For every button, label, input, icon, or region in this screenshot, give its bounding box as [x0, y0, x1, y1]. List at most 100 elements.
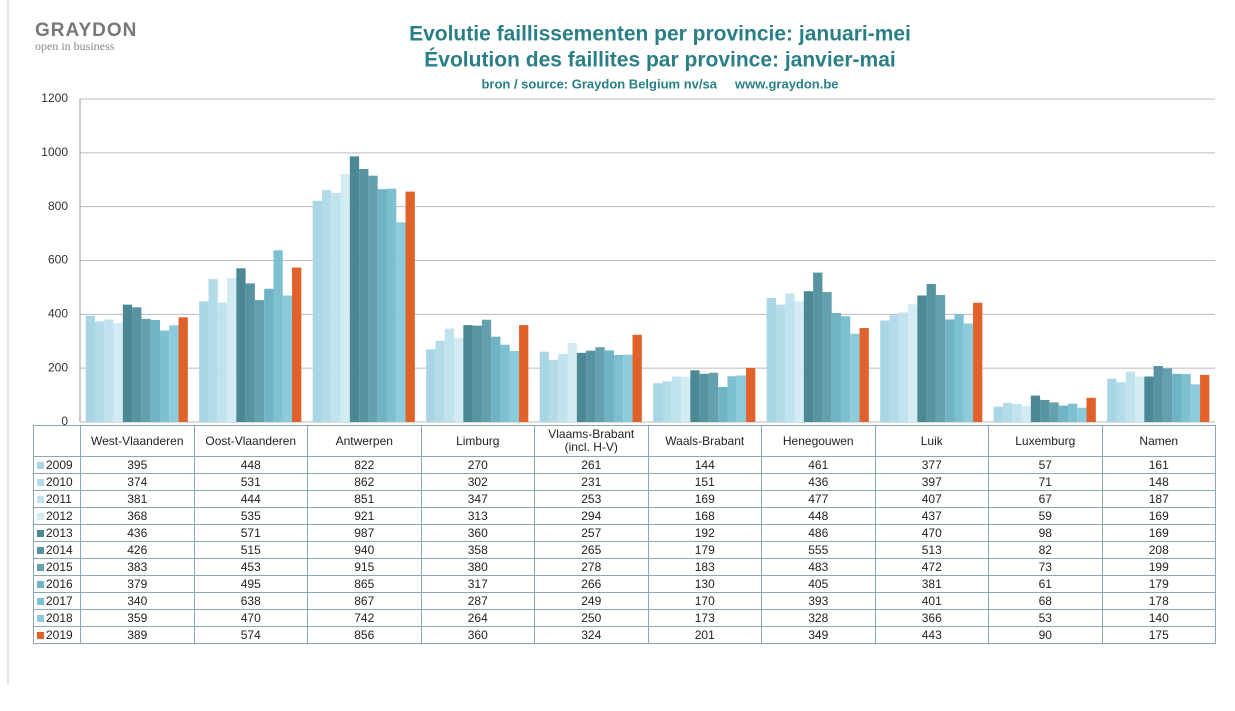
legend-swatch	[37, 580, 44, 588]
bar	[1030, 395, 1041, 422]
value-cell: 98	[988, 524, 1103, 542]
value-cell: 169	[1101, 507, 1216, 525]
value-cell: 250	[534, 609, 649, 627]
value-cell: 140	[1101, 609, 1216, 627]
bar	[472, 325, 482, 422]
value-cell: 359	[80, 609, 195, 627]
bar	[653, 383, 663, 422]
value-cell: 987	[307, 524, 422, 542]
logo-name: GRAYDON	[35, 20, 137, 41]
value-cell: 287	[420, 592, 535, 610]
value-cell: 168	[647, 507, 762, 525]
value-cell: 940	[307, 541, 422, 559]
value-cell: 444	[193, 490, 308, 508]
value-cell: 175	[1101, 626, 1216, 644]
value-cell: 347	[420, 490, 535, 508]
bar	[880, 320, 890, 422]
bar	[813, 272, 823, 422]
bar	[1012, 403, 1022, 422]
bar	[132, 307, 142, 422]
table-row: 2012 368 535 921 313 294 168 448 437 59 169	[33, 507, 1216, 525]
bar	[1190, 384, 1201, 422]
bar	[1021, 406, 1031, 422]
table-corner	[33, 425, 81, 457]
value-cell: 448	[761, 507, 876, 525]
value-cell: 437	[874, 507, 989, 525]
bar	[264, 288, 274, 422]
legend-swatch	[37, 631, 44, 639]
bar	[973, 302, 983, 422]
value-cell: 265	[534, 541, 649, 559]
bar	[727, 376, 737, 422]
category-label: Oost-Vlaanderen	[193, 425, 308, 457]
legend-swatch	[37, 546, 44, 554]
value-cell: 59	[988, 507, 1103, 525]
bar	[104, 319, 114, 422]
legend-cell: 2012	[33, 507, 81, 525]
y-tick-label: 0	[61, 414, 68, 428]
bar	[775, 304, 786, 422]
bar	[1002, 402, 1013, 422]
value-cell: 144	[647, 456, 762, 474]
bar	[926, 283, 936, 422]
table-row: 2017 340 638 867 287 249 170 393 401 68 178	[33, 592, 1216, 610]
bar	[254, 300, 265, 422]
value-cell: 148	[1101, 473, 1216, 491]
value-cell: 436	[761, 473, 876, 491]
legend-label: 2011	[46, 491, 72, 506]
bar	[481, 319, 492, 422]
value-cell: 381	[80, 490, 195, 508]
value-cell: 294	[534, 507, 649, 525]
value-cell: 374	[80, 473, 195, 491]
bar	[1058, 405, 1068, 422]
value-cell: 179	[647, 541, 762, 559]
bar	[509, 350, 520, 422]
value-cell: 278	[534, 558, 649, 576]
value-cell: 201	[647, 626, 762, 644]
legend-label: 2018	[46, 610, 73, 625]
bar	[500, 344, 510, 422]
bar	[463, 325, 473, 422]
bar	[850, 333, 860, 422]
value-cell: 380	[420, 558, 535, 576]
value-cell: 397	[874, 473, 989, 491]
bar	[1040, 399, 1050, 422]
bar	[331, 192, 341, 422]
logo-tagline: open in business	[35, 39, 115, 53]
category-label: Antwerpen	[307, 425, 422, 457]
bar	[963, 323, 974, 422]
legend-label: 2016	[46, 576, 73, 591]
y-tick-label: 800	[48, 199, 68, 213]
bar	[945, 319, 955, 422]
bar	[935, 294, 946, 422]
bar	[803, 291, 814, 422]
value-cell: 208	[1101, 541, 1216, 559]
bar	[396, 222, 406, 422]
legend-label: 2013	[46, 525, 73, 540]
bar	[993, 406, 1003, 422]
bar	[623, 354, 633, 422]
bar	[690, 370, 700, 422]
bar	[405, 191, 415, 422]
bar	[159, 330, 170, 422]
legend-cell: 2013	[33, 524, 81, 542]
legend-cell: 2009	[33, 456, 81, 474]
value-cell: 379	[80, 575, 195, 593]
legend-swatch	[37, 512, 44, 520]
legend-cell: 2011	[33, 490, 81, 508]
bar	[349, 156, 360, 422]
bar	[662, 381, 672, 422]
value-cell: 571	[193, 524, 308, 542]
legend-swatch	[37, 461, 44, 469]
value-cell: 470	[874, 524, 989, 542]
legend-cell: 2015	[33, 558, 81, 576]
table-row: 2014 426 515 940 358 265 179 555 513 82 208	[33, 541, 1216, 559]
legend-label: 2017	[46, 593, 73, 608]
legend-swatch	[37, 495, 44, 503]
legend-label: 2014	[46, 542, 73, 557]
bar	[227, 277, 237, 422]
bar	[708, 372, 719, 422]
value-cell: 249	[534, 592, 649, 610]
bar	[539, 351, 549, 422]
